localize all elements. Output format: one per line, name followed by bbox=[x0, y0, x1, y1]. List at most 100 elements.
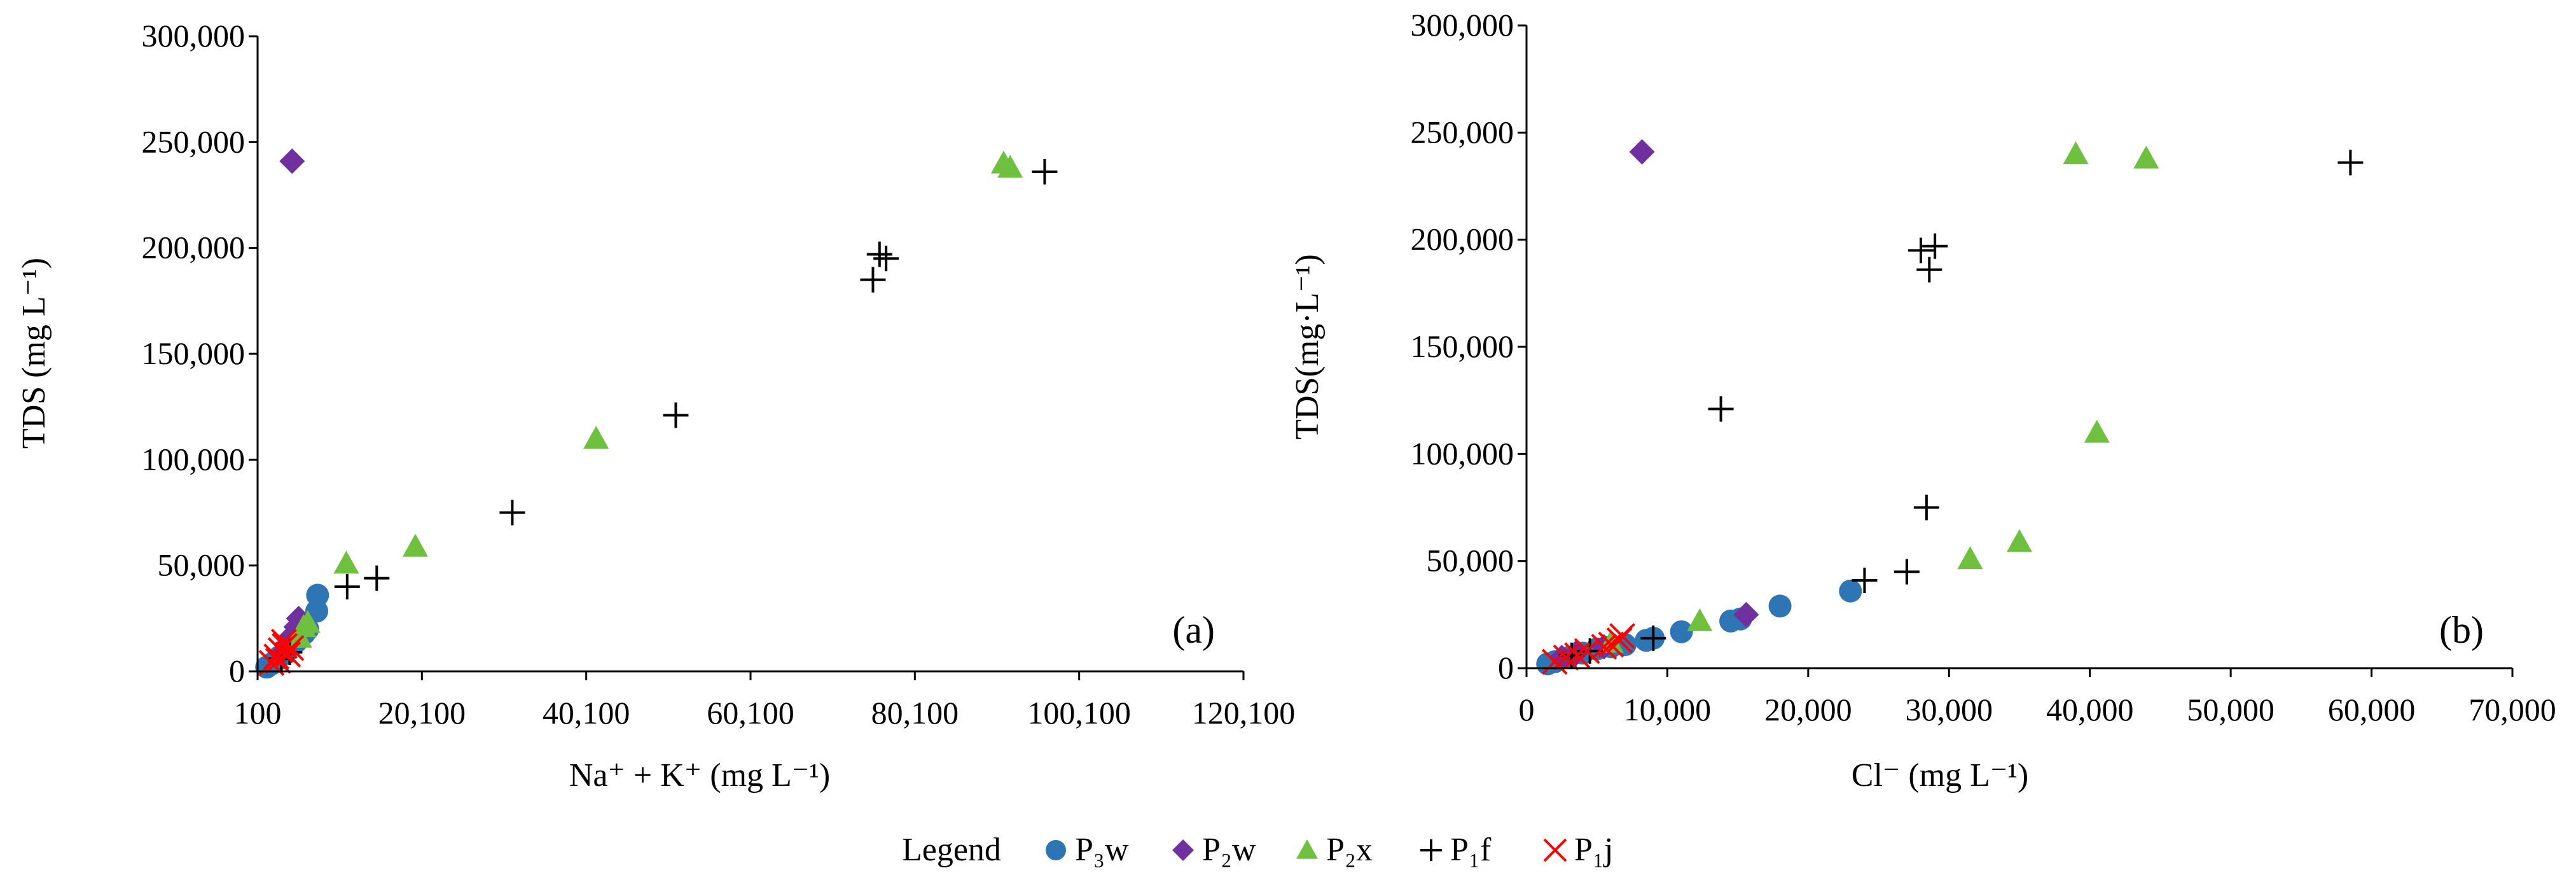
chart-a-series-p2x bbox=[286, 150, 1023, 648]
chart-b-point-p1f bbox=[1908, 237, 1934, 263]
chart-b-point-p2x bbox=[2084, 419, 2110, 443]
chart-panel-a: 0 50,000 100,000 150,000 200,000 250,000 300,0… bbox=[16, 18, 1295, 794]
chart-b-y-tick-label: 150,000 bbox=[1411, 328, 1514, 364]
chart-panel-b: 0 50,000 100,000 150,000 200,000 250,000 300,0… bbox=[1289, 7, 2556, 794]
chart-a-marks bbox=[255, 148, 1058, 679]
chart-b-point-p1f bbox=[2337, 150, 2364, 176]
legend-marker-circle-icon bbox=[1046, 840, 1066, 860]
chart-a-point-p2w bbox=[279, 148, 305, 174]
legend-marker-diamond-icon bbox=[1172, 839, 1194, 861]
chart-a-y-tick-label: 250,000 bbox=[142, 123, 246, 159]
chart-b-point-p1f bbox=[1913, 494, 1939, 521]
legend-item-label: P₂x bbox=[1326, 832, 1373, 868]
chart-b-point-p3w bbox=[1670, 620, 1693, 643]
chart-b-point-p1f bbox=[1640, 625, 1666, 651]
chart-a-point-p1f bbox=[499, 500, 525, 526]
chart-a-point-p2x bbox=[294, 610, 321, 633]
chart-b-point-p2x bbox=[2133, 145, 2159, 169]
chart-a-point-p2x bbox=[997, 155, 1023, 178]
chart-a-y-tick-label: 200,000 bbox=[142, 230, 246, 265]
chart-a-axes: 0 50,000 100,000 150,000 200,000 250,000 300,0… bbox=[142, 18, 1296, 731]
chart-a-point-p1f bbox=[334, 573, 360, 599]
chart-a-point-p1f bbox=[663, 402, 689, 428]
chart-a-point-p1f bbox=[1032, 158, 1058, 185]
chart-b-x-tick-label: 70,000 bbox=[2469, 692, 2556, 727]
chart-a-x-axis-title: Na⁺ + K⁺ (mg L⁻¹) bbox=[569, 757, 830, 794]
chart-b-point-p3w bbox=[1839, 579, 1862, 603]
chart-b-y-axis-title: TDS(mg·L⁻¹) bbox=[1289, 254, 1326, 439]
chart-b-point-p3w bbox=[1768, 594, 1792, 618]
chart-b-point-p1f bbox=[1852, 567, 1878, 593]
chart-b-point-p2x bbox=[2007, 529, 2032, 552]
legend-item-label: P₃w bbox=[1075, 832, 1129, 868]
chart-b-point-p2w bbox=[1733, 601, 1759, 627]
chart-b-x-tick-label: 60,000 bbox=[2328, 692, 2416, 727]
chart-b-x-tick-label: 40,000 bbox=[2046, 692, 2134, 727]
chart-b-y-tick-label: 300,000 bbox=[1411, 7, 1514, 43]
chart-b-panel-label: (b) bbox=[2439, 609, 2484, 651]
chart-b-point-p1f bbox=[1922, 233, 1948, 259]
chart-b-point-p1f bbox=[1894, 559, 1920, 585]
chart-a-series-p1f bbox=[268, 158, 1058, 672]
chart-b-marks bbox=[1536, 139, 2364, 676]
chart-a-x-tick-label: 100 bbox=[234, 695, 282, 731]
chart-b-series-p1f bbox=[1558, 150, 2364, 668]
chart-b-x-tick-label: 30,000 bbox=[1906, 692, 1993, 727]
chart-b-point-p1j bbox=[1564, 642, 1591, 669]
chart-b-point-p2x bbox=[2063, 141, 2089, 164]
chart-b-point-p1j bbox=[1574, 638, 1600, 664]
chart-a-point-p2x bbox=[403, 533, 428, 557]
chart-a-point-p1f bbox=[866, 241, 892, 267]
chart-a-y-tick-label: 150,000 bbox=[142, 335, 246, 371]
chart-b-series-p2w bbox=[1549, 139, 1759, 671]
chart-b-y-tick-label: 50,000 bbox=[1427, 543, 1514, 578]
chart-b-point-p1j bbox=[1598, 631, 1624, 658]
chart-a-y-tick-label: 100,000 bbox=[142, 441, 246, 477]
chart-a-x-tick-label: 120,100 bbox=[1192, 695, 1296, 731]
legend: Legend P₃w P₂w P₂x P₁f P₁j bbox=[902, 832, 1614, 868]
chart-a-point-p2x bbox=[583, 426, 609, 449]
chart-a-x-tick-label: 80,100 bbox=[871, 695, 959, 731]
chart-a-series-p1j bbox=[258, 629, 305, 676]
legend-marker-triangle-icon bbox=[1296, 839, 1318, 859]
legend-item-label: P₁f bbox=[1450, 832, 1492, 868]
chart-a-point-p1f bbox=[364, 565, 390, 591]
chart-a-x-tick-label: 100,100 bbox=[1027, 695, 1131, 731]
chart-b-series-p1j bbox=[1541, 623, 1635, 675]
chart-b-point-p1j bbox=[1553, 644, 1579, 671]
chart-a-point-p1f bbox=[860, 267, 886, 293]
chart-a-y-tick-label: 0 bbox=[229, 653, 245, 689]
chart-a-x-tick-label: 20,100 bbox=[378, 695, 466, 731]
chart-b-x-tick-label: 0 bbox=[1519, 692, 1535, 727]
chart-b-point-p2w bbox=[1629, 139, 1655, 165]
chart-b-point-p1f bbox=[1916, 256, 1942, 283]
chart-b-axes: 0 50,000 100,000 150,000 200,000 250,000 300,0… bbox=[1411, 7, 2556, 727]
legend-title: Legend bbox=[902, 832, 1001, 868]
chart-b-x-tick-label: 50,000 bbox=[2187, 692, 2275, 727]
chart-a-series-p2w bbox=[270, 148, 312, 666]
chart-a-point-p1j bbox=[265, 647, 291, 674]
chart-b-y-tick-label: 200,000 bbox=[1411, 221, 1514, 257]
chart-b-point-p1j bbox=[1591, 633, 1617, 660]
chart-a-point-p1f bbox=[873, 246, 899, 272]
chart-b-x-tick-label: 20,000 bbox=[1764, 692, 1852, 727]
chart-b-y-tick-label: 0 bbox=[1498, 650, 1514, 685]
chart-b-point-p2x bbox=[1957, 546, 1983, 570]
legend-item-label: P₁j bbox=[1574, 832, 1614, 868]
chart-b-y-tick-label: 100,000 bbox=[1411, 435, 1514, 471]
chart-a-x-tick-label: 60,100 bbox=[707, 695, 794, 731]
chart-b-y-tick-label: 250,000 bbox=[1411, 114, 1514, 150]
legend-marker-cross-icon bbox=[1543, 838, 1567, 862]
chart-a-point-p1j bbox=[263, 643, 290, 670]
chart-b-series-p2x bbox=[1598, 141, 2159, 653]
chart-a-y-tick-label: 50,000 bbox=[158, 547, 246, 583]
chart-a-point-p1j bbox=[272, 633, 298, 659]
chart-b-point-p2x bbox=[1687, 608, 1713, 631]
chart-a-panel-label: (a) bbox=[1172, 609, 1215, 651]
chart-a-point-p3w bbox=[306, 584, 329, 607]
legend-item-label: P₂w bbox=[1202, 832, 1256, 868]
chart-a-point-p1j bbox=[270, 629, 297, 655]
chart-b-x-axis-title: Cl⁻ (mg L⁻¹) bbox=[1852, 757, 2028, 794]
legend-marker-plus-icon bbox=[1420, 839, 1442, 861]
